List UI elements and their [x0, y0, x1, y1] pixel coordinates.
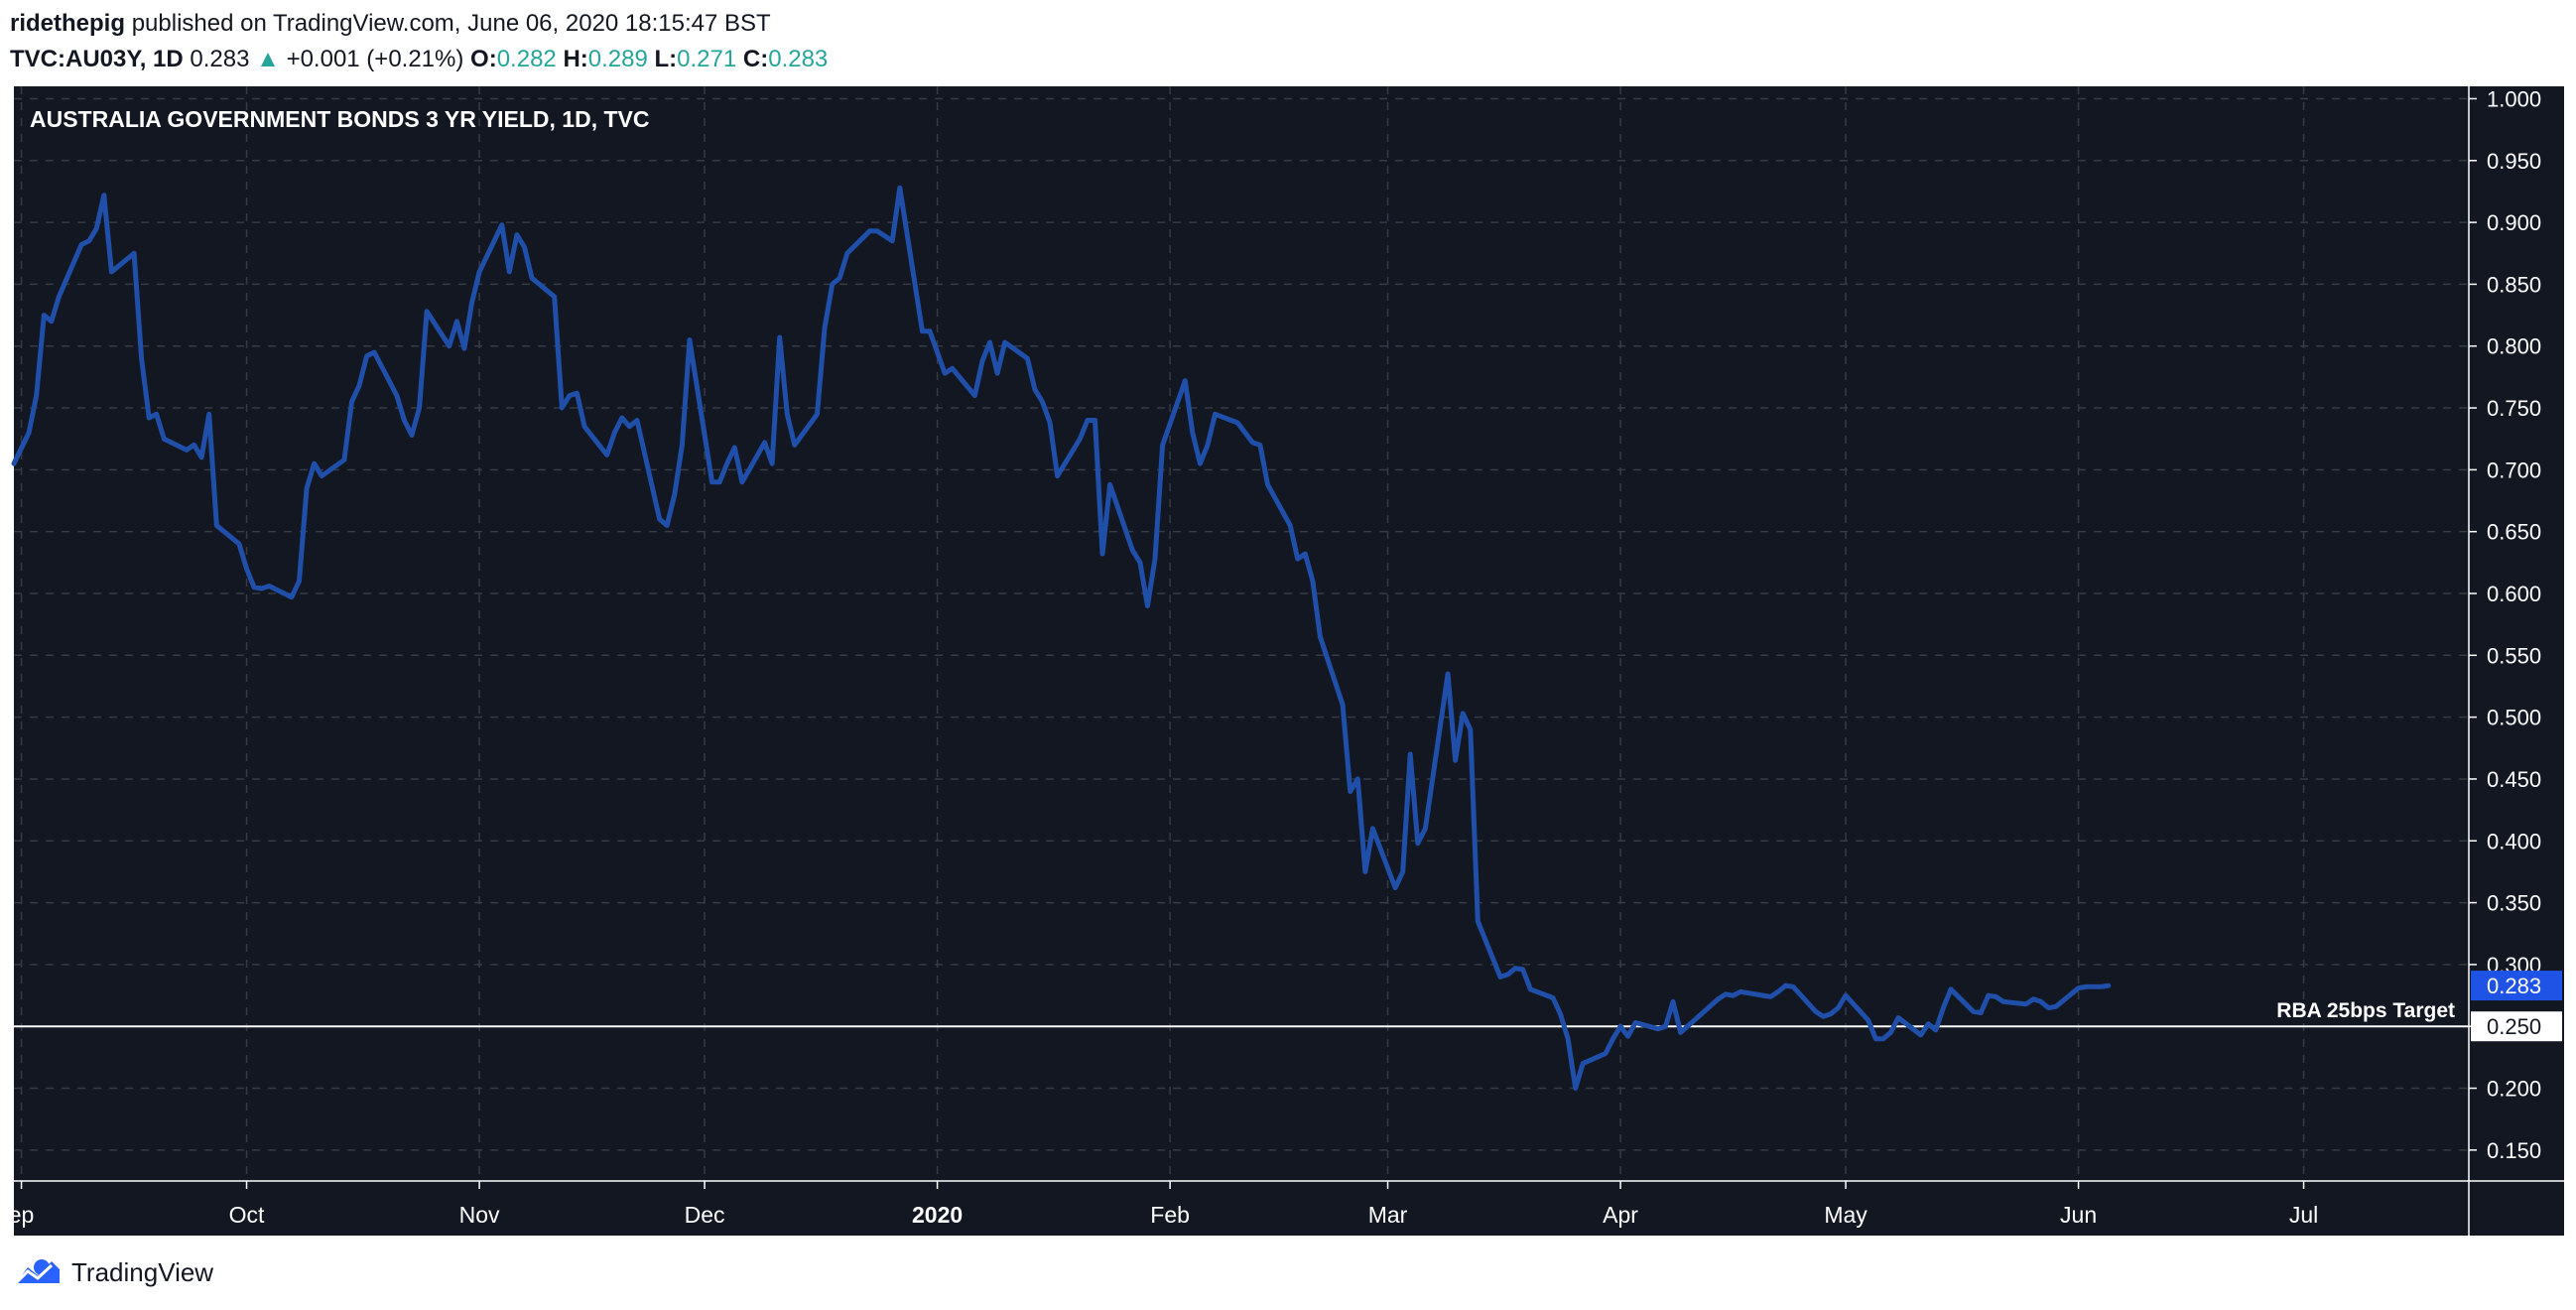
last-price-tag: [2471, 971, 2562, 1001]
symbol-label: TVC:AU03Y, 1D: [10, 46, 184, 72]
y-tick-label: 0.900: [2487, 210, 2541, 235]
x-tick-label: Mar: [1368, 1202, 1408, 1228]
price-tags: 0.283 0.250: [2471, 971, 2562, 1042]
x-tick-label: Dec: [685, 1202, 725, 1228]
y-tick-label: 0.650: [2487, 520, 2541, 545]
close-label: C:: [742, 46, 769, 72]
published-text: published on TradingView.com, June 06, 2…: [131, 10, 771, 37]
y-tick-label: 0.450: [2487, 767, 2541, 792]
yield-series-line: [11, 185, 2112, 1091]
y-tick-label: 0.700: [2487, 458, 2541, 482]
tradingview-logo-icon: [14, 1259, 60, 1285]
y-tick-label: 0.950: [2487, 149, 2541, 174]
chart-title: AUSTRALIA GOVERNMENT BONDS 3 YR YIELD, 1…: [30, 106, 649, 132]
rba-target-group: RBA 25bps Target: [14, 999, 2469, 1028]
y-tick-label: 0.800: [2487, 334, 2541, 359]
low-label: L:: [654, 46, 678, 72]
x-tick-label: Nov: [459, 1202, 500, 1228]
y-tick-label: 0.550: [2487, 643, 2541, 668]
x-tick-label: Oct: [229, 1202, 265, 1228]
rba-target-label: RBA 25bps Target: [2276, 999, 2455, 1022]
high-value: 0.289: [587, 46, 648, 72]
target-price-tag-label: 0.250: [2487, 1014, 2541, 1039]
chart-canvas[interactable]: RBA 25bps Target 1.000 0.950 0.900 0.850 0.8…: [0, 86, 2576, 1236]
last-price-tag-label: 0.283: [2487, 974, 2541, 998]
x-tick-label: 2020: [912, 1202, 963, 1228]
chart-background: [14, 86, 2564, 1236]
close-value: 0.283: [768, 46, 829, 72]
tradingview-brand[interactable]: TradingView: [71, 1256, 214, 1287]
y-tick-label: 0.850: [2487, 272, 2541, 297]
publish-line: ridethepig published on TradingView.com,…: [10, 6, 828, 42]
target-price-tag: [2471, 1011, 2562, 1042]
x-tick-label: ep: [9, 1202, 35, 1228]
y-tick-label: 1.000: [2487, 86, 2541, 111]
x-tick-label: Apr: [1603, 1202, 1638, 1228]
y-tick-label: 0.200: [2487, 1077, 2541, 1102]
open-value: 0.282: [496, 46, 557, 72]
author-name[interactable]: ridethepig: [10, 10, 126, 37]
y-tick-label: 0.500: [2487, 706, 2541, 730]
x-tick-label: Jun: [2060, 1202, 2097, 1228]
x-tick-label: Feb: [1150, 1202, 1190, 1228]
price-change: +0.001 (+0.21%): [286, 46, 464, 72]
x-tick-label: Jul: [2289, 1202, 2318, 1228]
low-value: 0.271: [677, 46, 737, 72]
ohlc-line: TVC:AU03Y, 1D 0.283 ▲ +0.001 (+0.21%) O:…: [10, 42, 828, 77]
y-tick-label: 0.350: [2487, 891, 2541, 916]
y-tick-label: 0.750: [2487, 396, 2541, 421]
footer: TradingView: [12, 1252, 213, 1292]
up-triangle-icon: ▲: [256, 46, 280, 72]
chart-header: ridethepig published on TradingView.com,…: [10, 6, 828, 77]
high-label: H:: [563, 46, 588, 72]
x-tick-label: May: [1824, 1202, 1868, 1228]
y-tick-label: 0.400: [2487, 829, 2541, 853]
last-price: 0.283: [190, 46, 250, 72]
open-label: O:: [470, 46, 497, 72]
y-tick-label: 0.150: [2487, 1138, 2541, 1163]
y-tick-label: 0.600: [2487, 582, 2541, 606]
